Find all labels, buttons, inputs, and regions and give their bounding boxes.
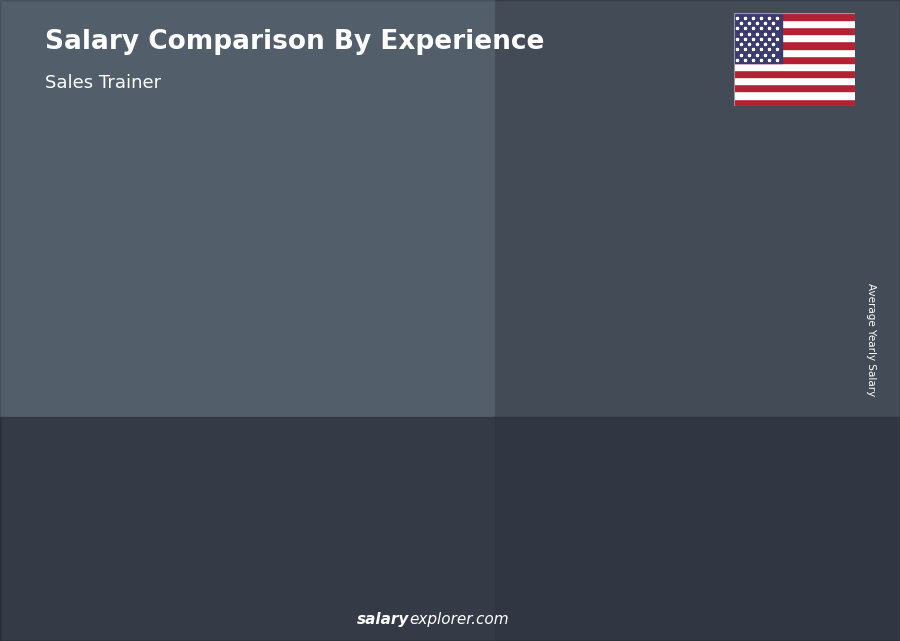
Bar <box>734 85 855 92</box>
Bar <box>0 417 900 641</box>
Text: 79,700 USD: 79,700 USD <box>211 371 280 384</box>
Bar <box>0 0 495 417</box>
Text: Salary Comparison By Experience: Salary Comparison By Experience <box>45 29 544 55</box>
Bar <box>734 70 855 77</box>
Text: salary: salary <box>357 612 410 627</box>
Text: +48%: +48% <box>277 218 335 236</box>
Bar <box>734 77 855 85</box>
Text: 144,000 USD: 144,000 USD <box>450 231 526 244</box>
Text: +22%: +22% <box>399 167 456 185</box>
Text: 10 to 15: 10 to 15 <box>453 587 524 601</box>
Text: 170,000 USD: 170,000 USD <box>693 175 770 188</box>
Polygon shape <box>576 223 644 564</box>
Text: 20+ Years: 20+ Years <box>688 587 774 601</box>
Polygon shape <box>279 391 285 564</box>
Text: Average Yearly Salary: Average Yearly Salary <box>866 283 877 396</box>
Polygon shape <box>644 223 650 564</box>
Text: 118,000 USD: 118,000 USD <box>328 288 405 301</box>
Bar <box>495 0 900 641</box>
Polygon shape <box>158 435 164 564</box>
Polygon shape <box>90 435 158 564</box>
Text: +8%: +8% <box>648 115 693 133</box>
Text: Sales Trainer: Sales Trainer <box>45 74 161 92</box>
Text: 157,000 USD: 157,000 USD <box>572 203 648 216</box>
Polygon shape <box>333 308 400 564</box>
Bar <box>734 42 855 49</box>
Text: 59,700 USD: 59,700 USD <box>89 415 158 428</box>
Polygon shape <box>454 251 522 564</box>
Text: 2 to 5: 2 to 5 <box>220 587 270 601</box>
Bar <box>734 20 855 27</box>
Text: < 2 Years: < 2 Years <box>84 587 164 601</box>
Text: +34%: +34% <box>156 308 213 326</box>
Bar <box>734 27 855 34</box>
Polygon shape <box>400 308 407 564</box>
Bar <box>734 13 855 20</box>
Polygon shape <box>212 391 279 564</box>
Bar <box>734 49 855 56</box>
Bar <box>734 34 855 42</box>
Bar <box>734 63 855 70</box>
Bar <box>734 92 855 99</box>
Polygon shape <box>698 195 765 564</box>
Text: +9%: +9% <box>526 143 572 161</box>
Polygon shape <box>522 251 528 564</box>
Bar <box>734 99 855 106</box>
Text: explorer.com: explorer.com <box>410 612 509 627</box>
Bar <box>734 56 855 63</box>
Bar <box>734 13 782 63</box>
Text: 5 to 10: 5 to 10 <box>337 587 397 601</box>
Text: 15 to 20: 15 to 20 <box>574 587 645 601</box>
Polygon shape <box>765 195 771 564</box>
